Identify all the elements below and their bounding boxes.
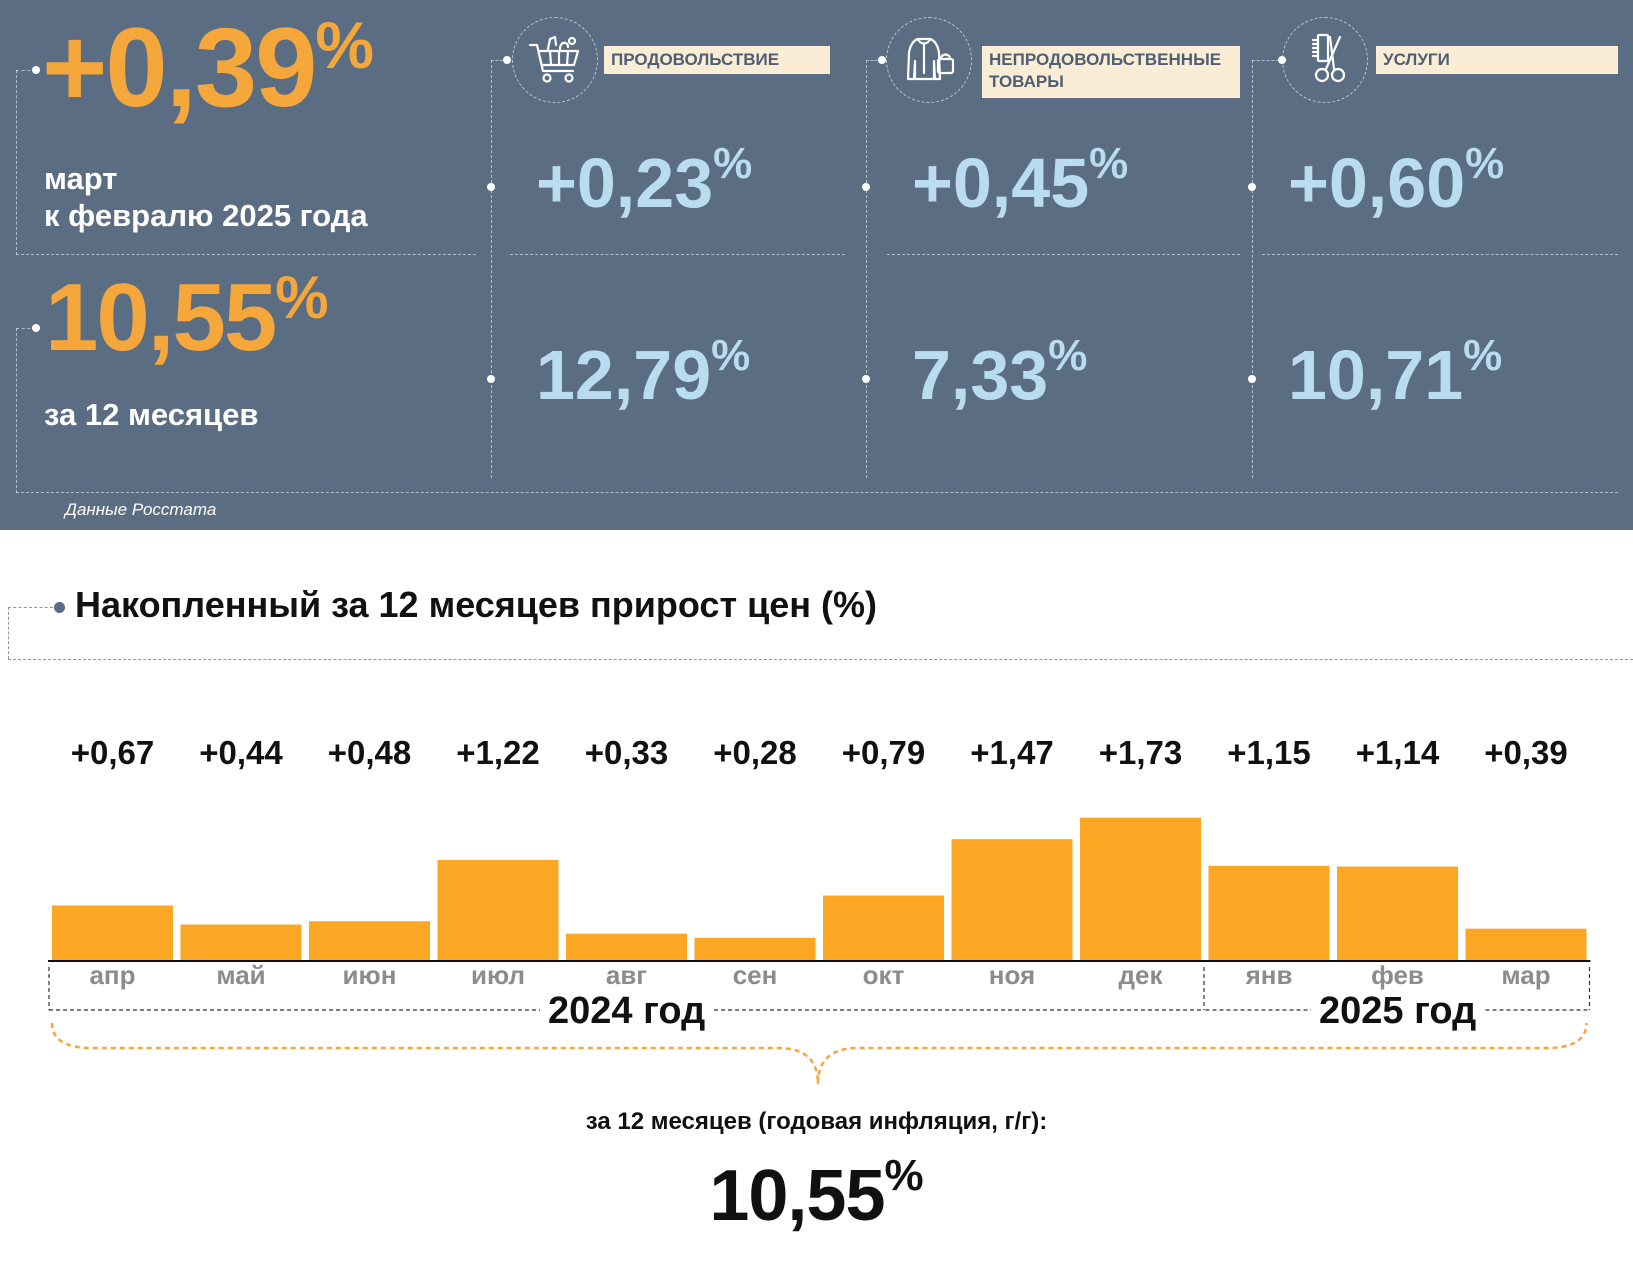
- bar-июл: [437, 859, 559, 961]
- annual-summary-value: 10,55%: [709, 1151, 924, 1236]
- bar-авг: [566, 933, 687, 961]
- month-label-фев: фев: [1371, 960, 1424, 990]
- month-label-янв: янв: [1245, 960, 1293, 990]
- nonfood-monthly-value: +0,45%: [912, 139, 1129, 222]
- value-label-апр: +0,67: [71, 734, 155, 771]
- column-divider: [491, 60, 492, 478]
- title-divider-line: [8, 659, 1633, 660]
- shopping-cart-icon: [512, 17, 598, 103]
- annual-period-label: за 12 месяцев: [44, 397, 259, 432]
- connector-dot: [862, 183, 870, 191]
- divider-line: [1262, 254, 1618, 255]
- month-label-апр: апр: [89, 960, 135, 990]
- connector-dot: [487, 183, 495, 191]
- value-label-май: +0,44: [199, 734, 283, 771]
- period-label-2024: 2024 год: [540, 990, 714, 1033]
- value-label-июл: +1,22: [456, 734, 540, 771]
- source-note: Данные Росстата: [65, 500, 217, 519]
- monthly-period-label: март к февралю 2025 года: [44, 161, 368, 233]
- connector-dot: [487, 375, 495, 383]
- nonfood-annual-value: 7,33%: [912, 331, 1088, 414]
- summary-brace: [50, 1022, 1588, 1085]
- category-tag-nonfood: НЕПРОДОВОЛЬСТВЕННЫЕ ТОВАРЫ: [982, 46, 1240, 98]
- inflation-summary-panel: +0,39% март к февралю 2025 года 10,55% з…: [0, 0, 1633, 530]
- connector-line: [491, 60, 507, 61]
- services-annual-value: 10,71%: [1288, 331, 1503, 414]
- divider-line: [887, 254, 1240, 255]
- column-divider: [1252, 60, 1253, 478]
- month-label-мар: мар: [1501, 960, 1550, 990]
- title-connector-line: [8, 607, 9, 659]
- month-label-окт: окт: [863, 960, 905, 990]
- value-label-июн: +0,48: [328, 734, 412, 771]
- connector-dot: [1248, 375, 1256, 383]
- connector-dot: [32, 66, 40, 74]
- category-tag-services: УСЛУГИ: [1376, 46, 1618, 74]
- period-label-2025: 2025 год: [1311, 990, 1485, 1033]
- month-label-май: май: [216, 960, 265, 990]
- connector-line: [16, 328, 36, 329]
- bar-мар: [1465, 928, 1587, 961]
- comb-scissors-icon: [1282, 17, 1368, 103]
- month-label-авг: авг: [606, 960, 647, 990]
- title-bullet-dot: [54, 602, 65, 613]
- bar-апр: [52, 905, 173, 961]
- bar-июн: [309, 921, 430, 961]
- connector-dot: [862, 375, 870, 383]
- bar-окт: [823, 895, 944, 961]
- bar-май: [180, 924, 302, 961]
- annual-summary-label: за 12 месяцев (годовая инфляция, г/г):: [585, 1108, 1048, 1135]
- clothes-bag-icon: [886, 17, 972, 103]
- value-label-авг: +0,33: [585, 734, 669, 771]
- month-label-сен: сен: [733, 960, 778, 990]
- value-label-фев: +1,14: [1356, 734, 1440, 771]
- connector-line: [16, 328, 17, 493]
- connector-line: [16, 70, 17, 255]
- divider-line: [510, 254, 845, 255]
- connector-line: [1252, 60, 1284, 61]
- bar-дек: [1080, 817, 1201, 961]
- connector-dot: [878, 56, 886, 64]
- food-monthly-value: +0,23%: [536, 139, 753, 222]
- month-label-июл: июл: [471, 960, 525, 990]
- value-label-ноя: +1,47: [970, 734, 1054, 771]
- food-annual-value: 12,79%: [536, 331, 751, 414]
- title-connector-line: [8, 607, 53, 608]
- connector-line: [866, 60, 882, 61]
- connector-line: [16, 70, 36, 71]
- connector-dot: [1248, 183, 1256, 191]
- value-label-янв: +1,15: [1227, 734, 1311, 771]
- bar-фев: [1337, 866, 1458, 961]
- divider-line: [16, 254, 476, 255]
- value-label-сен: +0,28: [713, 734, 797, 771]
- value-label-дек: +1,73: [1099, 734, 1183, 771]
- chart-title: Накопленный за 12 месяцев прирост цен (%…: [75, 584, 877, 625]
- connector-dot: [32, 324, 40, 332]
- value-label-мар: +0,39: [1484, 734, 1568, 771]
- divider-line: [16, 492, 1618, 493]
- month-label-дек: дек: [1119, 960, 1164, 990]
- category-tag-food: ПРОДОВОЛЬСТВИЕ: [604, 46, 830, 74]
- services-monthly-value: +0,60%: [1288, 139, 1505, 222]
- bar-сен: [694, 937, 816, 961]
- monthly-inflation-value: +0,39%: [42, 5, 374, 130]
- value-label-окт: +0,79: [842, 734, 926, 771]
- annual-inflation-value: 10,55%: [45, 264, 329, 371]
- connector-dot: [503, 56, 511, 64]
- bar-ноя: [951, 839, 1073, 961]
- bar-янв: [1208, 865, 1330, 961]
- month-label-июн: июн: [343, 960, 397, 990]
- month-label-ноя: ноя: [989, 960, 1035, 990]
- column-divider: [866, 60, 867, 478]
- bar-chart-canvas: +0,67 апр +0,44 май +0,48 июн +1,22 июл +0,33 авг…: [48, 734, 1591, 1085]
